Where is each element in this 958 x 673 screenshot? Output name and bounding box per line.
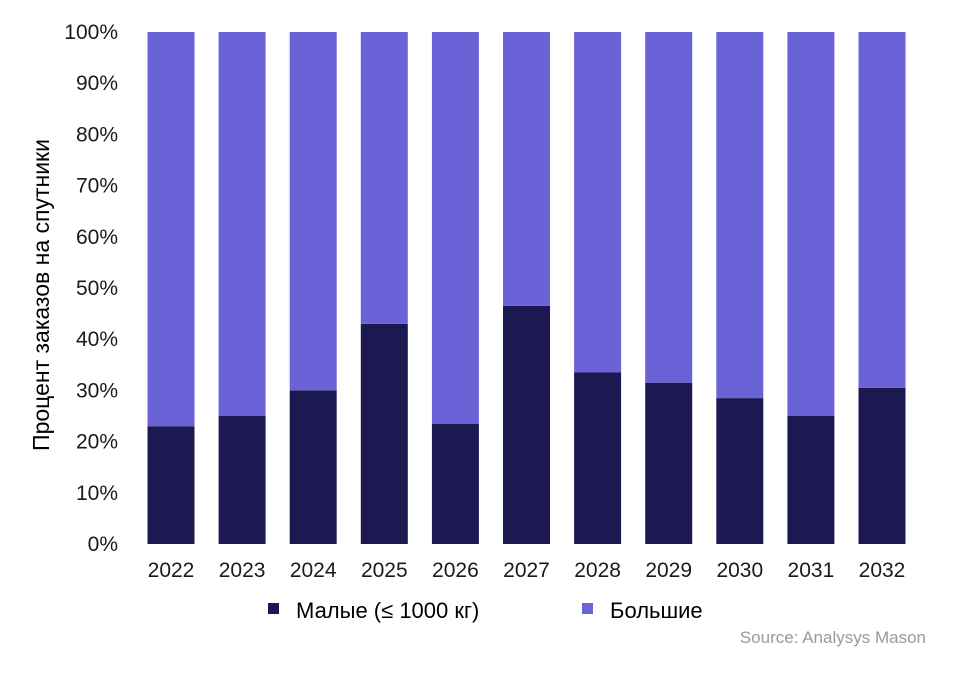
bar-small-2027: [503, 305, 550, 544]
x-tick-label-2024: 2024: [290, 559, 337, 582]
y-tick-label-0pct: 0%: [88, 533, 118, 556]
bar-large-2027: [503, 32, 550, 306]
x-tick-label-2029: 2029: [645, 559, 692, 582]
bar-small-2025: [360, 323, 408, 544]
x-tick-label-2026: 2026: [432, 559, 479, 582]
bar-small-2030: [716, 398, 764, 544]
y-tick-label-10pct: 10%: [76, 482, 118, 505]
legend: Малые (≤ 1000 кг) Большие: [268, 598, 703, 623]
bar-large-2024: [289, 32, 337, 391]
bar-large-2026: [431, 32, 479, 424]
legend-swatch-small: [268, 603, 279, 614]
bar-large-2029: [645, 32, 693, 383]
legend-label-small: Малые (≤ 1000 кг): [296, 598, 479, 623]
bar-large-2028: [574, 32, 622, 373]
bar-large-2022: [147, 32, 195, 427]
x-tick-label-2028: 2028: [574, 559, 621, 582]
bar-small-2029: [645, 382, 693, 544]
bar-large-2023: [218, 32, 266, 416]
bar-small-2022: [147, 426, 195, 544]
bars-group: [147, 32, 906, 544]
source-note: Source: Analysys Mason: [740, 628, 926, 647]
x-axis-ticks: 2022 2023 2024 2025 2026 2027 2028 2029 2030 2031…: [148, 559, 906, 582]
y-tick-label-30pct: 30%: [76, 379, 118, 402]
y-tick-label-70pct: 70%: [76, 175, 118, 198]
y-axis-ticks: 0% 10% 20% 30% 40% 50% 60% 70% 80% 90% 100%: [64, 21, 118, 556]
x-tick-label-2022: 2022: [148, 559, 195, 582]
y-tick-label-100pct: 100%: [64, 21, 118, 44]
bar-small-2023: [218, 416, 266, 544]
y-tick-label-60pct: 60%: [76, 226, 118, 249]
x-tick-label-2032: 2032: [859, 559, 906, 582]
y-tick-label-40pct: 40%: [76, 328, 118, 351]
y-tick-label-90pct: 90%: [76, 72, 118, 95]
bar-large-2032: [858, 32, 906, 388]
bar-large-2031: [787, 32, 835, 416]
legend-swatch-large: [582, 603, 593, 614]
bar-small-2028: [574, 372, 622, 544]
x-tick-label-2025: 2025: [361, 559, 408, 582]
y-tick-label-20pct: 20%: [76, 431, 118, 454]
bar-small-2032: [858, 387, 906, 544]
y-tick-label-50pct: 50%: [76, 277, 118, 300]
legend-label-large: Большие: [610, 598, 703, 623]
x-tick-label-2030: 2030: [716, 559, 763, 582]
bar-small-2026: [431, 423, 479, 544]
x-tick-label-2023: 2023: [219, 559, 266, 582]
bar-small-2031: [787, 416, 835, 544]
y-axis-label: Процент заказов на спутники: [28, 139, 54, 451]
bar-large-2030: [716, 32, 764, 399]
bar-small-2024: [289, 390, 337, 544]
x-tick-label-2031: 2031: [788, 559, 835, 582]
bar-large-2025: [360, 32, 408, 324]
y-tick-label-80pct: 80%: [76, 123, 118, 146]
x-tick-label-2027: 2027: [503, 559, 550, 582]
